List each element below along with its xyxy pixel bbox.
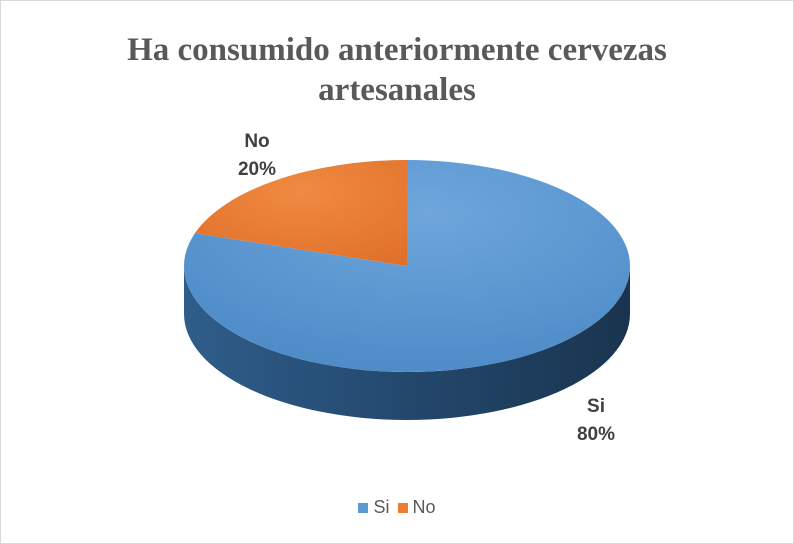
data-label-si-value: 80% [577,424,615,445]
data-label-no-value: 20% [238,159,276,180]
pie-slice-no [194,160,407,266]
pie-side-si [184,266,630,420]
legend-swatch-si [358,502,369,513]
data-label-si: Si 80% [577,396,615,445]
chart-title-line-2: artesanales [318,72,476,108]
data-label-no: No 20% [238,131,276,180]
legend: Si No [0,497,794,518]
data-label-no-category: No [244,131,269,152]
chart-title-line-1: Ha consumido anteriormente cervezas [127,32,667,68]
legend-label-no: No [412,497,436,517]
chart-title: Ha consumido anteriormente cervezas arte… [0,30,794,110]
legend-item-si: Si [358,497,390,518]
data-label-si-category: Si [587,396,605,417]
legend-label-si: Si [373,497,390,517]
legend-swatch-no [397,502,408,513]
legend-item-no: No [397,497,436,518]
